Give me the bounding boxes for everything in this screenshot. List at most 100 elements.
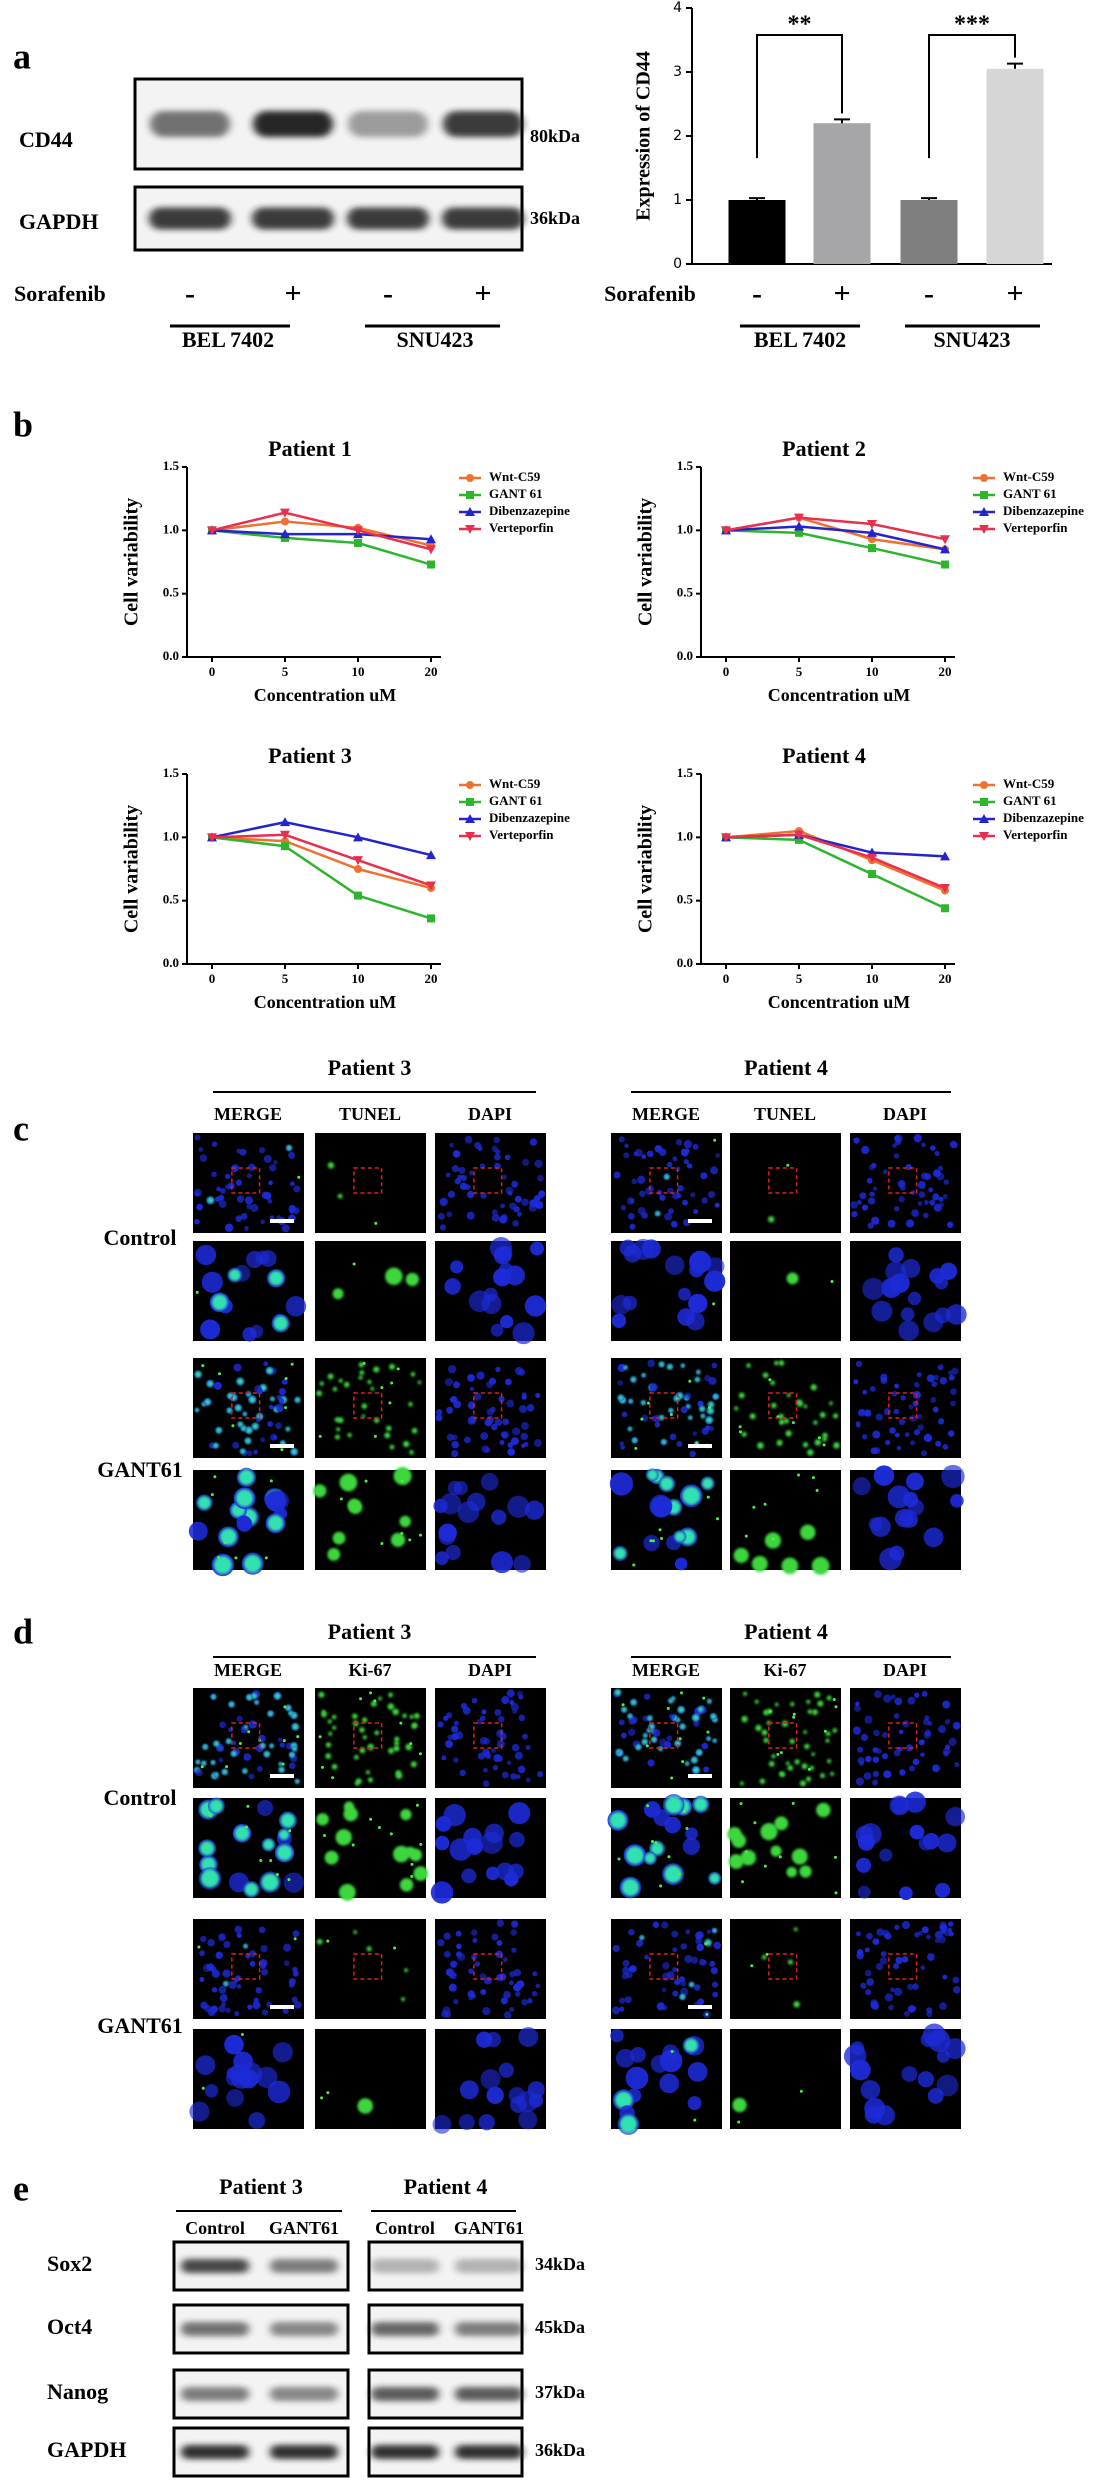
stain: [245, 1427, 253, 1434]
nucleus: [620, 1205, 627, 1211]
stain: [199, 1841, 215, 1856]
nucleus: [852, 1477, 871, 1496]
nucleus: [910, 1440, 916, 1446]
chart-title: Patient 3: [268, 743, 352, 768]
nucleus: [908, 1404, 914, 1410]
row-label: GANT61: [97, 1457, 183, 1482]
blot-band: [348, 111, 428, 137]
micrograph: [315, 2029, 426, 2129]
series-line: [725, 529, 946, 566]
nucleus: [490, 1748, 496, 1754]
stain-dot: [768, 1378, 772, 1382]
bar: [986, 68, 1044, 264]
stain: [343, 1381, 350, 1388]
nucleus: [669, 1713, 676, 1720]
nucleus: [532, 1971, 538, 1977]
legend-label: GANT 61: [1003, 793, 1057, 808]
stain-dot: [693, 2118, 697, 2122]
nucleus: [211, 1141, 218, 1147]
stain-dot: [297, 1175, 301, 1179]
stain: [338, 1883, 356, 1901]
nucleus: [208, 2008, 216, 2017]
nucleus: [457, 1953, 466, 1962]
legend-label: Verteporfin: [489, 520, 554, 535]
legend-marker: [979, 525, 989, 534]
nucleus: [662, 1961, 670, 1970]
micrograph-content: [733, 1473, 830, 1575]
nucleus: [196, 1203, 203, 1211]
nucleus: [692, 1143, 699, 1150]
stain: [621, 1878, 640, 1897]
nucleus: [920, 1752, 925, 1758]
nucleus: [518, 2026, 539, 2047]
nucleus: [680, 1148, 689, 1157]
nucleus: [881, 1732, 888, 1738]
nucleus: [510, 1929, 517, 1936]
stain: [768, 1760, 775, 1767]
nucleus: [903, 2010, 910, 2017]
nucleus: [456, 1943, 462, 1950]
micrograph-content: [607, 1793, 722, 1899]
stain: [644, 1852, 656, 1864]
nucleus: [235, 1179, 243, 1186]
stain: [394, 1736, 400, 1742]
nucleus: [496, 1740, 505, 1749]
nucleus: [512, 1219, 520, 1227]
stain: [332, 1725, 337, 1730]
blot-label: CD44: [19, 127, 73, 152]
series-line: [211, 836, 432, 890]
nucleus: [674, 1978, 681, 1986]
nucleus: [882, 1169, 888, 1175]
stain-dot: [738, 1425, 742, 1429]
nucleus: [486, 1866, 500, 1881]
nucleus: [908, 1765, 916, 1772]
nucleus: [661, 1987, 667, 1993]
column-label: DAPI: [468, 1660, 512, 1680]
nucleus: [248, 2112, 266, 2129]
nucleus: [889, 1987, 895, 1993]
stain: [803, 1730, 807, 1734]
stain-dot: [400, 1532, 404, 1536]
blot-size: 36kDa: [530, 208, 580, 228]
nucleus: [225, 2007, 231, 2013]
nucleus: [864, 1715, 873, 1724]
blot-band: [442, 207, 524, 230]
stain: [267, 1710, 274, 1717]
nucleus: [450, 1260, 464, 1274]
nucleus: [263, 1154, 272, 1163]
nucleus: [634, 1148, 643, 1157]
stain: [195, 1371, 202, 1378]
significance-label: ***: [954, 12, 990, 38]
stain: [679, 1994, 686, 2000]
nucleus: [863, 1772, 872, 1780]
nucleus: [862, 1389, 868, 1395]
nucleus: [199, 1154, 208, 1162]
bar: [900, 200, 958, 264]
y-tick-label: 0.0: [163, 648, 179, 663]
nucleus: [506, 1399, 515, 1408]
nucleus: [680, 1980, 687, 1987]
nucleus: [517, 1765, 526, 1774]
blot-size: 37kDa: [535, 2382, 585, 2402]
stain: [691, 1757, 698, 1763]
stain: [278, 1829, 290, 1840]
nucleus: [445, 1172, 451, 1178]
nucleus: [219, 1188, 226, 1194]
nucleus: [887, 1219, 896, 1228]
nucleus: [700, 1959, 707, 1966]
nucleus: [211, 1987, 218, 1993]
lane-label: Control: [185, 2218, 245, 2238]
stain: [639, 1935, 644, 1940]
stain-dot: [695, 1441, 699, 1445]
nucleus: [248, 1950, 257, 1958]
nucleus: [701, 1197, 708, 1204]
series-line: [725, 829, 946, 892]
stain: [733, 1547, 749, 1564]
point: [353, 526, 363, 536]
nucleus: [892, 1963, 899, 1970]
nucleus: [516, 1980, 525, 1989]
stain-dot: [815, 1489, 819, 1493]
nucleus: [253, 1997, 259, 2003]
stain: [373, 1417, 380, 1424]
blot-band: [252, 207, 334, 230]
